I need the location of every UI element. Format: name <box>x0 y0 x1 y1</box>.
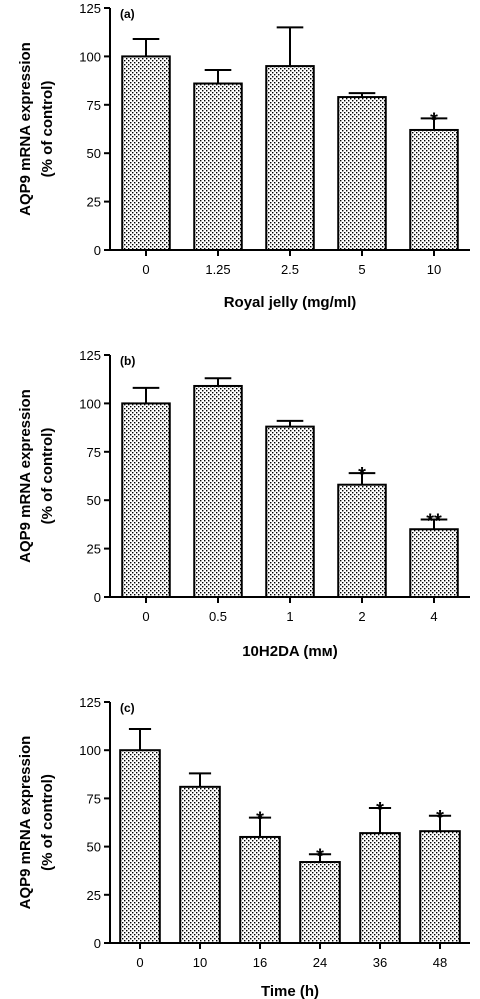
y-tick-label: 100 <box>79 396 101 411</box>
bar <box>121 402 171 598</box>
bar <box>409 128 459 251</box>
x-axis-title: Time (h) <box>261 983 319 999</box>
x-tick-label: 16 <box>253 955 267 970</box>
y-tick-label: 75 <box>87 791 101 806</box>
bar <box>193 384 243 599</box>
y-axis-title-line-1: AQP9 mRNA expression <box>17 42 34 216</box>
x-tick-label: 0 <box>142 609 149 624</box>
y-axis-title-line-1: AQP9 mRNA expression <box>17 389 34 563</box>
y-tick-label: 125 <box>79 348 101 363</box>
x-tick-label: 10 <box>193 955 207 970</box>
y-tick-label: 25 <box>87 888 101 903</box>
x-tick-label: 5 <box>358 262 365 277</box>
bar <box>193 82 243 251</box>
y-tick-label: 50 <box>87 840 101 855</box>
significance-marker: * <box>430 109 438 131</box>
x-tick-label: 1 <box>286 609 293 624</box>
bar <box>299 861 341 944</box>
y-tick-label: 25 <box>87 195 101 210</box>
y-tick-label: 100 <box>79 743 101 758</box>
panel-label: (a) <box>120 7 135 21</box>
bar <box>119 749 161 945</box>
y-tick-label: 0 <box>94 243 101 258</box>
panel-label: (c) <box>120 701 135 715</box>
y-tick-label: 125 <box>79 695 101 710</box>
significance-marker: * <box>358 464 366 486</box>
significance-marker: * <box>376 799 384 821</box>
bar <box>265 65 315 251</box>
y-tick-label: 75 <box>87 98 101 113</box>
x-tick-label: 2 <box>358 609 365 624</box>
significance-marker: * <box>256 809 264 831</box>
y-axis-title-line-2: (% of control) <box>39 81 56 178</box>
x-tick-label: 24 <box>313 955 327 970</box>
y-tick-label: 125 <box>79 1 101 16</box>
bar <box>121 55 171 252</box>
y-axis-title-line-2: (% of control) <box>39 774 56 871</box>
bar <box>359 832 401 944</box>
y-tick-label: 75 <box>87 445 101 460</box>
bar <box>179 785 221 944</box>
chart-panel-a: 0 25 50 75 100 125 0 1.25 2.5 5 10 * (a) Royal jelly … <box>17 1 470 311</box>
x-tick-label: 0.5 <box>209 609 227 624</box>
x-tick-label: 2.5 <box>281 262 299 277</box>
panel-label: (b) <box>120 354 135 368</box>
significance-marker: * <box>316 845 324 867</box>
x-tick-label: 1.25 <box>205 262 230 277</box>
y-tick-label: 50 <box>87 146 101 161</box>
significance-marker: ** <box>426 511 442 533</box>
bar <box>239 835 281 945</box>
y-tick-label: 100 <box>79 49 101 64</box>
y-axis-title-line-1: AQP9 mRNA expression <box>17 736 34 910</box>
bar <box>419 830 461 945</box>
chart-panel-c: 0 25 50 75 100 125 0 10 16 * 24 * 36 * 48 * (c) Time (h) A… <box>17 695 470 999</box>
y-tick-label: 25 <box>87 542 101 557</box>
y-tick-label: 50 <box>87 493 101 508</box>
x-tick-label: 4 <box>430 609 437 624</box>
bar <box>337 483 387 599</box>
x-tick-label: 36 <box>373 955 387 970</box>
x-tick-label: 0 <box>136 955 143 970</box>
significance-marker: * <box>436 807 444 829</box>
y-axis-title-line-2: (% of control) <box>39 428 56 525</box>
bar <box>265 425 315 598</box>
x-tick-label: 10 <box>427 262 441 277</box>
y-tick-label: 0 <box>94 936 101 951</box>
x-tick-label: 48 <box>433 955 447 970</box>
x-tick-label: 0 <box>142 262 149 277</box>
x-axis-title: Royal jelly (mg/ml) <box>224 294 357 311</box>
chart-panel-b: 0 25 50 75 100 125 0 0.5 1 2 * 4 ** (b) 10H2DA (mм) AQP… <box>17 348 470 660</box>
bar <box>337 96 387 251</box>
bar <box>409 528 459 598</box>
y-tick-label: 0 <box>94 590 101 605</box>
x-axis-title: 10H2DA (mм) <box>242 643 338 660</box>
